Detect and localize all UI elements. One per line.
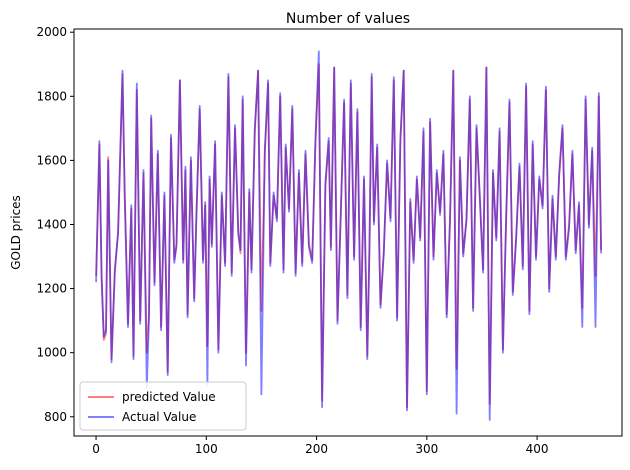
chart-title: Number of values [286,11,410,27]
axes: 0 100 200 300 400 800 1000 1200 1400 1600 1800 2000 [36,25,623,456]
legend-label-actual-value: Actual Value [122,410,196,424]
x-tick-label: 0 [92,442,100,456]
y-axis-title: GOLD prices [9,195,23,270]
y-tick-label: 1000 [36,346,67,360]
y-tick-label: 2000 [36,25,67,39]
x-tick-label: 200 [305,442,328,456]
x-tick-label: 400 [526,442,549,456]
y-tick-label: 1400 [36,217,67,231]
series-line-actual-value [95,50,602,421]
plot-area [95,50,602,421]
y-tick-label: 1200 [36,282,67,296]
y-tick-label: 1600 [36,153,67,167]
x-tick-label: 100 [195,442,218,456]
legend-label-predicted-value: predicted Value [122,390,216,404]
legend: predicted Value Actual Value [79,381,247,431]
legend-box [79,381,247,431]
y-tick-label: 800 [44,410,67,424]
axes-frame [73,28,623,437]
x-tick-label: 300 [415,442,438,456]
y-tick-label: 1800 [36,89,67,103]
